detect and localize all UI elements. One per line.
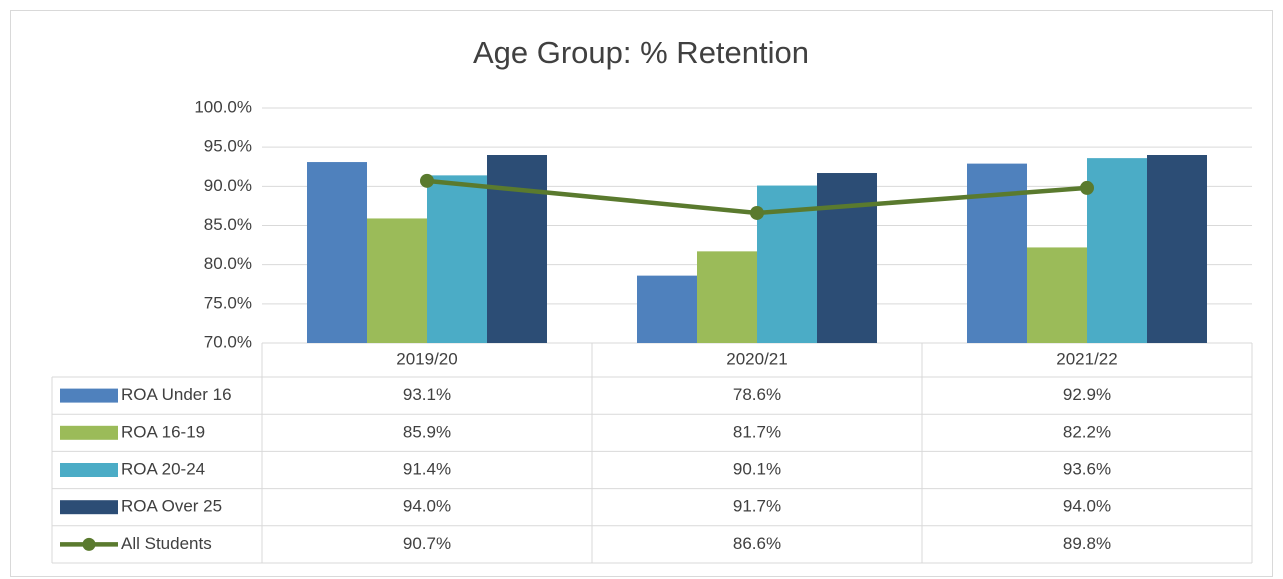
y-tick-label: 95.0% [204,137,252,156]
legend-label: All Students [121,534,212,553]
bar [1027,247,1087,343]
chart-title: Age Group: % Retention [473,35,809,70]
y-tick-label: 100.0% [194,97,252,116]
bar [487,155,547,343]
bar [1087,158,1147,343]
line-marker [420,173,434,188]
bar [1147,155,1207,343]
bar [967,163,1027,343]
bar [427,175,487,343]
bar [817,173,877,343]
y-tick-label: 90.0% [204,176,252,195]
x-tick-label: 2019/20 [396,349,457,368]
table-cell: 85.9% [403,422,451,441]
table-cell: 91.4% [403,459,451,478]
legend-key-marker [82,537,96,551]
legend-label: ROA Over 25 [121,497,222,516]
table-cell: 81.7% [733,422,781,441]
table-cell: 78.6% [733,385,781,404]
legend-label: ROA Under 16 [121,385,232,404]
table-cell: 91.7% [733,497,781,516]
bar [697,251,757,343]
table-cell: 89.8% [1063,534,1111,553]
table-cell: 93.1% [403,385,451,404]
table-cell: 90.1% [733,459,781,478]
legend-key [60,388,118,403]
bar [307,162,367,343]
line-marker [750,205,764,220]
y-tick-label: 70.0% [204,332,252,351]
table-cell: 94.0% [403,497,451,516]
y-tick-label: 75.0% [204,293,252,312]
table-cell: 90.7% [403,534,451,553]
y-tick-label: 85.0% [204,215,252,234]
table-cell: 93.6% [1063,459,1111,478]
table-cell: 94.0% [1063,497,1111,516]
legend-key [60,500,118,515]
table-cell: 82.2% [1063,422,1111,441]
legend-label: ROA 16-19 [121,422,205,441]
table-cell: 92.9% [1063,385,1111,404]
legend-key [60,425,118,440]
x-tick-label: 2021/22 [1056,349,1117,368]
legend-label: ROA 20-24 [121,459,205,478]
bar [367,218,427,343]
legend-key [60,463,118,477]
x-tick-label: 2020/21 [726,349,787,368]
line-marker [1080,180,1094,195]
y-tick-label: 80.0% [204,254,252,273]
table-cell: 86.6% [733,534,781,553]
bar [637,275,697,343]
